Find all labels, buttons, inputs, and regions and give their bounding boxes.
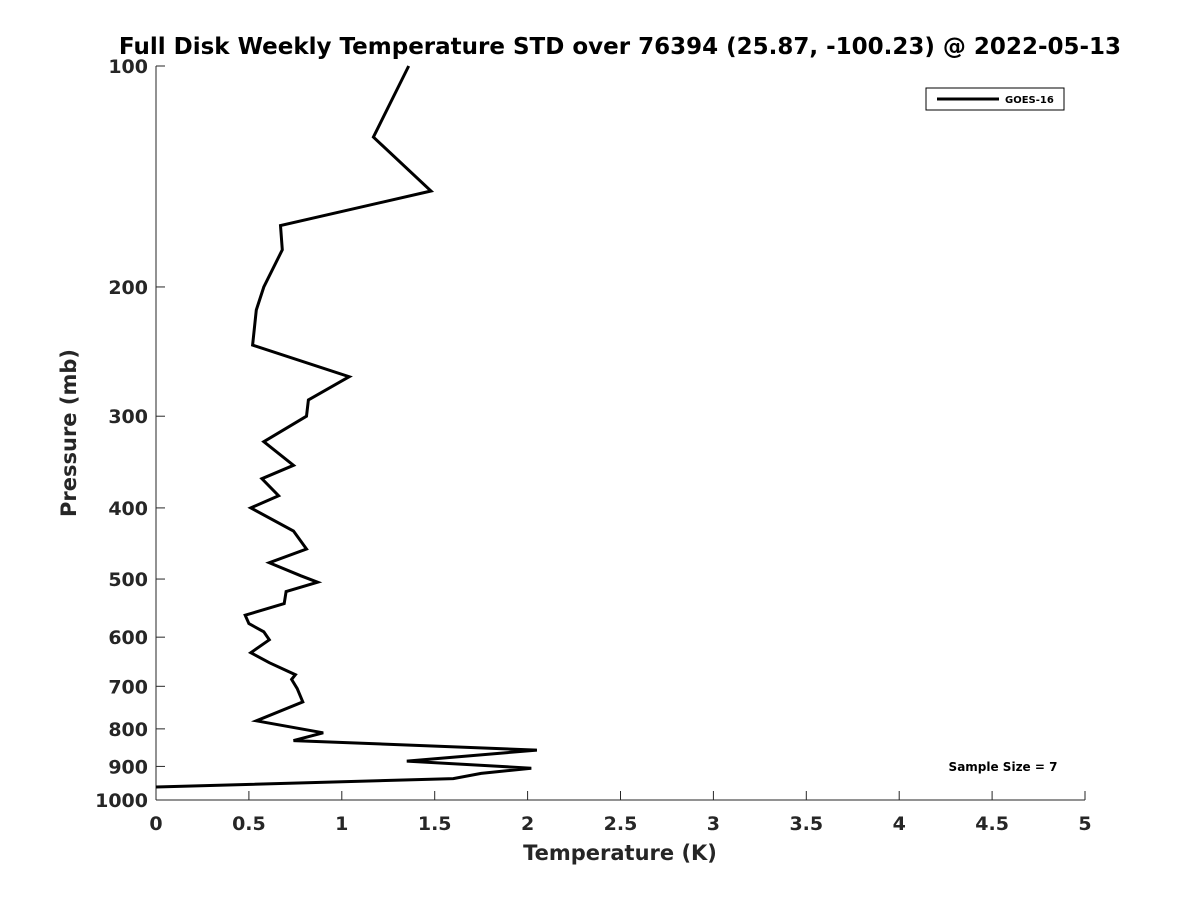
y-tick-label: 200: [108, 277, 148, 299]
y-tick-label: 400: [108, 498, 148, 520]
x-tick-label: 5: [1078, 813, 1091, 835]
sample-size-annotation: Sample Size = 7: [949, 760, 1058, 774]
legend: GOES-16: [925, 87, 1065, 111]
legend-entry-goes-16: GOES-16: [1005, 95, 1054, 106]
chart-title: Full Disk Weekly Temperature STD over 76…: [119, 34, 1121, 60]
x-tick-label: 1.5: [418, 813, 452, 835]
x-tick-label: 3: [707, 813, 720, 835]
x-tick-label: 1: [335, 813, 348, 835]
plot-axes: [155, 66, 1085, 801]
y-tick-label: 700: [108, 676, 148, 698]
x-tick-label: 4.5: [975, 813, 1009, 835]
y-tick-label: 100: [108, 56, 148, 78]
y-tick-label: 300: [108, 406, 148, 428]
series-line-goes-16: [155, 65, 538, 789]
y-axis-label: Pressure (mb): [57, 349, 81, 517]
y-tick-label: 800: [108, 719, 148, 741]
x-axis-label: Temperature (K): [523, 841, 717, 865]
y-axis-ticks: 100 200 300 400 500 600 700 800 900 1000: [95, 56, 165, 812]
x-tick-label: 0.5: [232, 813, 266, 835]
y-tick-label: 500: [108, 569, 148, 591]
x-tick-label: 0: [149, 813, 162, 835]
x-tick-label: 3.5: [789, 813, 823, 835]
series-group: [155, 65, 538, 789]
x-tick-label: 2: [521, 813, 534, 835]
x-tick-label: 4: [893, 813, 906, 835]
x-tick-label: 2.5: [604, 813, 638, 835]
y-tick-label: 600: [108, 627, 148, 649]
x-axis-ticks: 0 0.5 1 1.5 2 2.5 3 3.5 4 4.5 5: [149, 791, 1092, 835]
y-tick-label: 1000: [95, 790, 148, 812]
y-tick-label: 900: [108, 756, 148, 778]
